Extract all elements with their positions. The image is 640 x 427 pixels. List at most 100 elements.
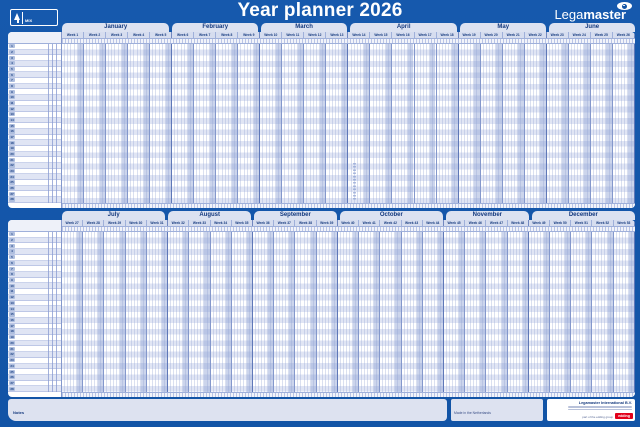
day-column xyxy=(140,232,144,392)
table-row: 4 xyxy=(8,249,61,255)
week-column xyxy=(380,232,402,392)
week-column xyxy=(274,232,296,392)
week-header-cell: Week 51 xyxy=(571,220,593,226)
day-column xyxy=(374,232,378,392)
day-column xyxy=(112,44,116,203)
day-column xyxy=(424,44,428,203)
day-column xyxy=(571,232,575,392)
day-column xyxy=(383,44,387,203)
day-column xyxy=(392,44,396,203)
day-column xyxy=(280,232,284,392)
day-column xyxy=(262,232,266,392)
table-row: 6 xyxy=(8,260,61,267)
day-column xyxy=(562,44,566,203)
week-column xyxy=(370,44,393,203)
day-column xyxy=(600,44,604,203)
week-header-cell: Week 49 xyxy=(529,220,551,226)
day-column xyxy=(101,232,104,392)
month-tab-september: September xyxy=(254,211,337,220)
day-column xyxy=(172,44,176,203)
day-column xyxy=(586,232,590,392)
day-column xyxy=(229,44,232,203)
day-column xyxy=(511,232,514,392)
day-column xyxy=(411,44,414,203)
day-column xyxy=(338,232,341,392)
day-column xyxy=(204,232,208,392)
row-label-panel-header xyxy=(8,220,61,232)
day-column xyxy=(191,44,194,203)
week-column xyxy=(465,232,487,392)
row-number-chip: 20 xyxy=(9,340,15,346)
week-header-cell: Week 25 xyxy=(591,32,613,38)
day-column xyxy=(370,44,374,203)
row-number-chip: 16 xyxy=(9,318,15,323)
day-column xyxy=(429,232,432,392)
day-column xyxy=(623,232,626,392)
week-column xyxy=(423,232,444,392)
table-row: 19 xyxy=(8,335,61,341)
row-number-chip: 2 xyxy=(9,49,15,55)
day-column xyxy=(437,232,441,392)
day-grid xyxy=(62,232,635,392)
week-header-cell: Week 39 xyxy=(317,220,338,226)
day-column xyxy=(465,44,468,203)
week-column xyxy=(481,44,503,203)
day-column xyxy=(333,44,336,203)
week-header-cell: Week 47 xyxy=(486,220,508,226)
day-column xyxy=(109,44,113,203)
table-row: 11 xyxy=(8,100,61,107)
day-column xyxy=(320,232,323,392)
day-column xyxy=(253,44,258,203)
day-column xyxy=(521,44,524,203)
day-column xyxy=(578,44,582,203)
day-column xyxy=(279,44,282,203)
day-column xyxy=(553,44,557,203)
day-column xyxy=(192,232,196,392)
row-number-chip: 22 xyxy=(9,352,15,357)
day-column xyxy=(355,44,358,203)
week-header-cell: Week 43 xyxy=(402,220,423,226)
day-column xyxy=(556,44,560,203)
day-column xyxy=(138,232,141,392)
day-column xyxy=(194,44,198,203)
row-number-chip: 15 xyxy=(9,312,15,317)
day-column xyxy=(365,232,369,392)
day-column xyxy=(584,44,588,203)
week-header-cell: Week 6 xyxy=(172,32,195,38)
day-column xyxy=(86,232,90,392)
day-column xyxy=(380,44,383,203)
week-header-cell: Week 48 xyxy=(508,220,529,226)
row-number-chip: 11 xyxy=(9,100,15,106)
day-column xyxy=(427,44,431,203)
day-column xyxy=(468,232,472,392)
month-tab-march: March xyxy=(261,23,347,32)
footer-strip: Notes Made in the Netherlands Legamaster… xyxy=(8,399,635,421)
day-column xyxy=(607,232,611,392)
day-column xyxy=(268,232,272,392)
day-grid xyxy=(62,44,635,203)
week-column xyxy=(592,232,614,392)
day-column xyxy=(163,44,166,203)
day-column xyxy=(251,44,254,203)
day-column xyxy=(520,232,523,392)
day-column xyxy=(474,232,478,392)
day-column xyxy=(531,44,535,203)
day-column xyxy=(292,44,295,203)
table-row: 27 xyxy=(8,191,61,198)
day-column xyxy=(283,232,287,392)
day-column xyxy=(231,44,236,203)
week-header-cell: Week 14 xyxy=(348,32,371,38)
day-column xyxy=(209,44,214,203)
day-column xyxy=(314,44,317,203)
row-number-chip: 25 xyxy=(9,369,15,374)
week-column xyxy=(260,44,283,203)
day-column xyxy=(512,44,516,203)
row-number-chip: 14 xyxy=(9,117,15,123)
day-column xyxy=(622,44,626,203)
month-tab-december: December xyxy=(531,211,635,220)
table-row: 25 xyxy=(8,369,61,375)
day-column xyxy=(517,232,520,392)
day-column xyxy=(187,44,191,203)
day-column xyxy=(350,232,353,392)
day-column xyxy=(77,44,81,203)
